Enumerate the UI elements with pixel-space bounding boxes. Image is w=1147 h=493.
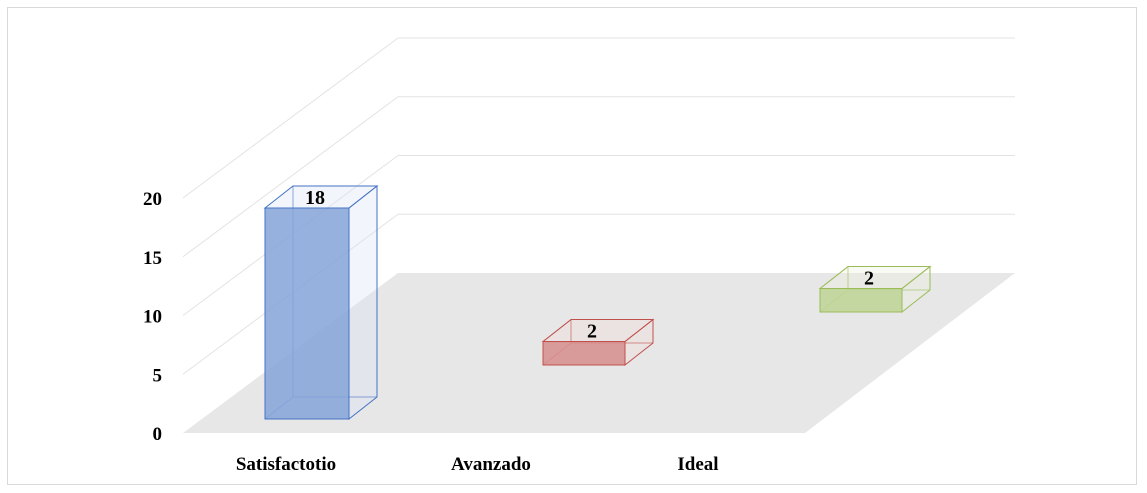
bar-satisfactotio xyxy=(263,184,379,421)
data-label: 2 xyxy=(864,268,874,290)
bar-side xyxy=(348,184,378,421)
gridline-side xyxy=(182,96,399,258)
bar-avanzado xyxy=(541,318,655,367)
bar-front xyxy=(264,207,350,420)
data-label: 18 xyxy=(305,187,325,209)
x-category-label: Ideal xyxy=(677,454,718,475)
y-tick-label: 20 xyxy=(143,189,162,210)
y-tick-label: 5 xyxy=(153,365,163,386)
y-tick-label: 15 xyxy=(143,248,162,269)
bar-front xyxy=(542,341,626,366)
y-tick-label: 10 xyxy=(143,307,162,328)
x-category-label: Satisfactotio xyxy=(236,454,336,475)
bar-ideal xyxy=(818,265,932,314)
y-tick-label: 0 xyxy=(153,424,163,445)
data-label: 2 xyxy=(587,321,597,343)
x-category-label: Avanzado xyxy=(451,454,531,475)
gridline-side xyxy=(182,37,399,199)
bar-front xyxy=(819,288,903,313)
